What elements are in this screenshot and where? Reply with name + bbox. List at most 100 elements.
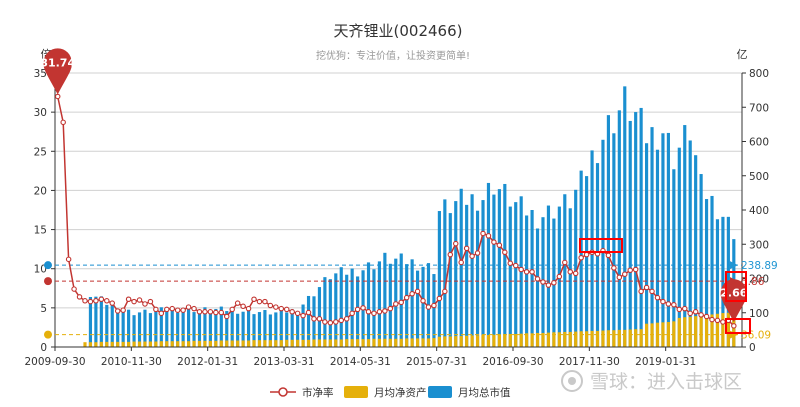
pb-point [245,305,252,312]
net-assets-bar [274,340,278,347]
net-assets-bar [525,333,529,347]
pb-point [687,310,693,317]
net-assets-bar [421,338,425,347]
net-assets-bar [345,339,349,347]
pb-point [485,233,492,239]
market-cap-bar [334,273,338,347]
pb-point [338,317,344,324]
pb-point [147,298,154,305]
market-cap-bar [274,312,278,347]
net-assets-bar [285,339,289,347]
net-assets-bar [410,338,414,347]
pb-point [523,269,530,275]
market-cap-bar [263,310,267,347]
market-cap-bar [568,208,572,347]
legend-swatch-icon [344,386,368,398]
market-cap-bar [601,139,605,347]
net-assets-bar [219,340,223,347]
market-cap-bar [514,202,518,347]
pb-point [692,309,699,315]
net-assets-bar [661,322,665,347]
market-cap-bar [301,304,305,347]
pb-point [567,269,573,275]
net-assets-bar [432,338,436,347]
market-cap-bar [475,210,480,347]
pb-point [354,306,361,313]
net-assets-bar [704,314,709,347]
net-assets-bar [203,340,207,347]
pb-point [534,276,541,282]
market-cap-bar [170,308,174,347]
pb-point [512,262,519,269]
market-cap-bar [214,308,218,347]
pb-point [632,266,639,273]
net-assets-bar [595,330,600,347]
pb-point [545,282,552,288]
net-assets-bar [574,331,578,347]
pb-point [109,300,116,306]
net-assets-bar [563,331,567,347]
pb-point [125,296,132,302]
market-cap-mark: 238.89 [730,260,778,272]
market-cap-bar [465,204,469,347]
net-assets-bar [666,321,670,347]
market-cap-bar [486,182,491,347]
net-assets-bar [154,341,158,347]
market-cap-bar [99,296,103,347]
pb-point [349,310,355,317]
pb-point [305,309,312,316]
net-assets-bar [296,339,300,347]
pb-point [65,256,72,263]
net-assets-bar [694,316,698,347]
net-assets-bar [399,338,403,347]
market-cap-bar [252,314,256,347]
net-assets-bar [372,338,376,347]
net-assets-bar [88,342,93,347]
legend[interactable]: 市净率 月均净资产 月均总市值 [270,386,511,399]
pb-point [185,304,192,310]
pb-point [409,291,415,297]
market-cap-bar [132,315,136,347]
net-assets-bar [699,315,703,347]
x-tick-label: 2016-09-30 [482,356,543,368]
pb-point [316,316,323,322]
pb-point [327,319,334,326]
y-left-tick-label: 5 [40,303,47,315]
market-cap-bar [192,312,196,347]
legend-item-net-assets[interactable]: 月均净资产 [344,386,427,399]
market-cap-bar [710,195,714,347]
net-assets-bar [170,341,174,347]
legend-item-pb[interactable]: 市净率 [270,386,334,399]
market-cap-bar [328,279,332,347]
market-cap-bar [377,261,381,347]
market-cap-bar [143,309,147,347]
market-cap-bar [110,304,114,347]
market-cap-bar [127,309,131,347]
market-cap-bar [688,140,692,347]
market-cap-bar [470,194,474,347]
pb-point [180,307,186,313]
market-cap-bar [628,120,632,347]
pb-point [463,245,470,252]
x-tick-label: 2019-01-31 [635,356,696,368]
net-assets-bar [257,340,262,347]
axes [54,73,743,348]
pb-mark-arrow [730,277,738,286]
pb-point [649,288,655,295]
net-assets-mark-label: 36.09 [741,330,771,342]
pb-point [142,301,148,307]
y-right-tick-label: 100 [749,308,769,320]
legend-label-pb: 市净率 [302,386,334,399]
market-cap-bar [372,269,376,347]
x-tick-label: 2017-11-30 [559,356,620,368]
net-assets-bar [312,339,316,347]
pb-point [196,309,203,315]
net-assets-bar [721,313,725,347]
net-assets-bar [541,332,545,347]
pb-point [267,302,274,309]
net-assets-bar [492,334,496,347]
legend-item-market-cap[interactable]: 月均总市值 [428,386,511,399]
pb-point [158,310,165,317]
y-right-tick-label: 800 [749,68,769,80]
